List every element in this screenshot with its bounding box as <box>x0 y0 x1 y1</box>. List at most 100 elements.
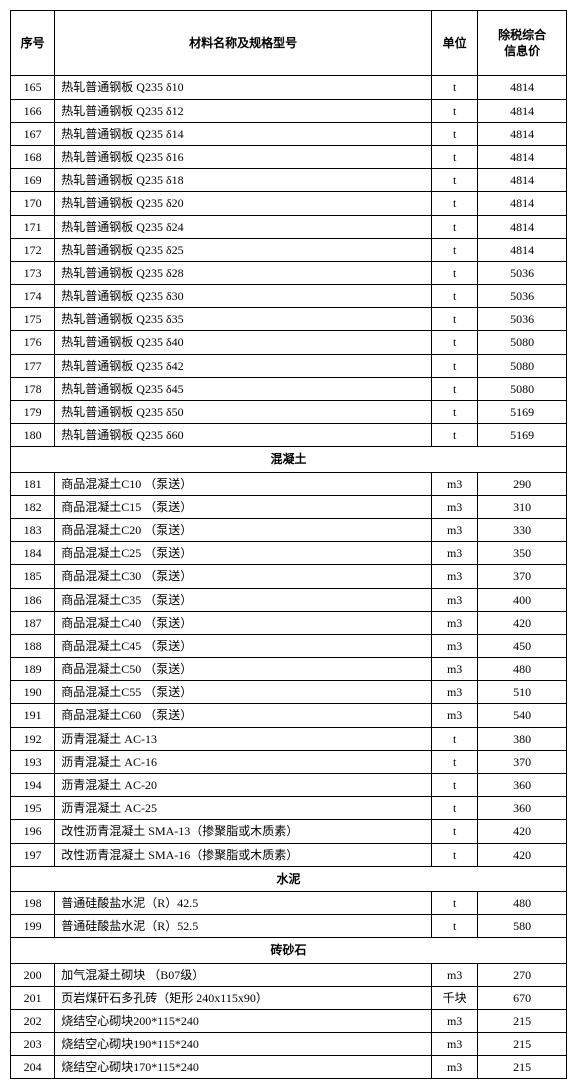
cell-unit: t <box>431 727 477 750</box>
cell-unit: t <box>431 285 477 308</box>
cell-seq: 193 <box>11 750 55 773</box>
cell-price: 370 <box>478 565 567 588</box>
cell-unit: t <box>431 238 477 261</box>
cell-unit: t <box>431 308 477 331</box>
table-row: 171热轧普通钢板 Q235 δ24t4814 <box>11 215 567 238</box>
cell-price: 510 <box>478 681 567 704</box>
cell-seq: 190 <box>11 681 55 704</box>
table-row: 169热轧普通钢板 Q235 δ18t4814 <box>11 169 567 192</box>
table-row: 201页岩煤矸石多孔砖（矩形 240x115x90）千块670 <box>11 986 567 1009</box>
cell-name: 沥青混凝土 AC-16 <box>55 750 432 773</box>
cell-seq: 170 <box>11 192 55 215</box>
cell-name: 烧结空心砌块170*115*240 <box>55 1056 432 1079</box>
cell-unit: m3 <box>431 588 477 611</box>
cell-price: 4814 <box>478 99 567 122</box>
cell-price: 215 <box>478 1009 567 1032</box>
cell-unit: m3 <box>431 472 477 495</box>
cell-name: 热轧普通钢板 Q235 δ10 <box>55 76 432 99</box>
cell-seq: 167 <box>11 122 55 145</box>
cell-unit: t <box>431 192 477 215</box>
table-row: 203烧结空心砌块190*115*240m3215 <box>11 1033 567 1056</box>
cell-unit: m3 <box>431 681 477 704</box>
cell-price: 310 <box>478 495 567 518</box>
cell-name: 商品混凝土C25 （泵送） <box>55 542 432 565</box>
cell-seq: 195 <box>11 797 55 820</box>
cell-price: 5080 <box>478 354 567 377</box>
cell-unit: t <box>431 915 477 938</box>
table-row: 193沥青混凝土 AC-16t370 <box>11 750 567 773</box>
table-row: 168热轧普通钢板 Q235 δ16t4814 <box>11 145 567 168</box>
cell-price: 420 <box>478 611 567 634</box>
cell-price: 5036 <box>478 261 567 284</box>
cell-unit: t <box>431 401 477 424</box>
cell-seq: 192 <box>11 727 55 750</box>
cell-name: 烧结空心砌块200*115*240 <box>55 1009 432 1032</box>
table-row: 187商品混凝土C40 （泵送）m3420 <box>11 611 567 634</box>
table-row: 183商品混凝土C20 （泵送）m3330 <box>11 518 567 541</box>
cell-name: 商品混凝土C20 （泵送） <box>55 518 432 541</box>
cell-name: 加气混凝土砌块 （B07级） <box>55 963 432 986</box>
table-row: 175热轧普通钢板 Q235 δ35t5036 <box>11 308 567 331</box>
cell-unit: t <box>431 261 477 284</box>
cell-price: 480 <box>478 658 567 681</box>
table-row: 191商品混凝土C60 （泵送）m3540 <box>11 704 567 727</box>
table-row: 182商品混凝土C15 （泵送）m3310 <box>11 495 567 518</box>
table-header-row: 序号 材料名称及规格型号 单位 除税综合 信息价 <box>11 11 567 76</box>
cell-price: 580 <box>478 915 567 938</box>
cell-name: 沥青混凝土 AC-13 <box>55 727 432 750</box>
table-row: 189商品混凝土C50 （泵送）m3480 <box>11 658 567 681</box>
table-row: 165热轧普通钢板 Q235 δ10t4814 <box>11 76 567 99</box>
cell-name: 烧结空心砌块190*115*240 <box>55 1033 432 1056</box>
cell-unit: 千块 <box>431 986 477 1009</box>
cell-price: 5080 <box>478 331 567 354</box>
cell-unit: m3 <box>431 658 477 681</box>
cell-price: 5169 <box>478 401 567 424</box>
section-row: 混凝土 <box>11 447 567 472</box>
cell-price: 215 <box>478 1033 567 1056</box>
cell-seq: 188 <box>11 634 55 657</box>
cell-price: 270 <box>478 963 567 986</box>
table-row: 190商品混凝土C55 （泵送）m3510 <box>11 681 567 704</box>
cell-name: 商品混凝土C40 （泵送） <box>55 611 432 634</box>
cell-unit: t <box>431 820 477 843</box>
cell-seq: 174 <box>11 285 55 308</box>
cell-price: 420 <box>478 820 567 843</box>
cell-price: 5036 <box>478 285 567 308</box>
table-row: 181商品混凝土C10 （泵送）m3290 <box>11 472 567 495</box>
cell-seq: 191 <box>11 704 55 727</box>
section-row: 砖砂石 <box>11 938 567 963</box>
cell-price: 5080 <box>478 377 567 400</box>
cell-seq: 175 <box>11 308 55 331</box>
cell-unit: m3 <box>431 1009 477 1032</box>
cell-name: 商品混凝土C30 （泵送） <box>55 565 432 588</box>
cell-seq: 203 <box>11 1033 55 1056</box>
cell-price: 350 <box>478 542 567 565</box>
cell-seq: 186 <box>11 588 55 611</box>
cell-unit: t <box>431 774 477 797</box>
cell-price: 4814 <box>478 192 567 215</box>
cell-seq: 185 <box>11 565 55 588</box>
cell-unit: t <box>431 891 477 914</box>
cell-name: 热轧普通钢板 Q235 δ25 <box>55 238 432 261</box>
cell-unit: m3 <box>431 495 477 518</box>
cell-name: 商品混凝土C15 （泵送） <box>55 495 432 518</box>
section-title: 混凝土 <box>11 447 567 472</box>
cell-unit: m3 <box>431 542 477 565</box>
cell-price: 290 <box>478 472 567 495</box>
cell-unit: t <box>431 122 477 145</box>
cell-unit: m3 <box>431 963 477 986</box>
table-row: 170热轧普通钢板 Q235 δ20t4814 <box>11 192 567 215</box>
cell-name: 商品混凝土C60 （泵送） <box>55 704 432 727</box>
cell-seq: 182 <box>11 495 55 518</box>
table-row: 196改性沥青混凝土 SMA-13（掺聚脂或木质素）t420 <box>11 820 567 843</box>
cell-unit: t <box>431 76 477 99</box>
cell-name: 热轧普通钢板 Q235 δ12 <box>55 99 432 122</box>
cell-price: 4814 <box>478 122 567 145</box>
col-header-name: 材料名称及规格型号 <box>55 11 432 76</box>
cell-seq: 178 <box>11 377 55 400</box>
cell-price: 4814 <box>478 215 567 238</box>
cell-seq: 202 <box>11 1009 55 1032</box>
cell-unit: m3 <box>431 704 477 727</box>
cell-unit: m3 <box>431 611 477 634</box>
cell-price: 330 <box>478 518 567 541</box>
